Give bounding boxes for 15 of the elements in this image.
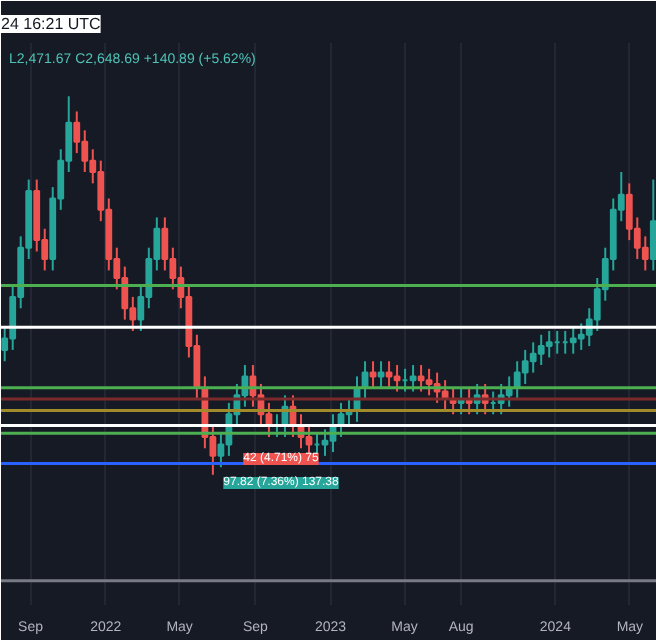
candlestick xyxy=(393,364,401,393)
candlestick xyxy=(161,216,169,272)
candlestick xyxy=(521,348,529,385)
chart-title: 24 16:21 UTC xyxy=(1,15,102,33)
candlestick xyxy=(537,333,545,367)
candlestick xyxy=(73,110,81,155)
candlestick xyxy=(641,235,649,272)
candlestick xyxy=(569,326,577,355)
candlestick xyxy=(425,367,433,397)
candlestick xyxy=(321,428,329,457)
candlestick xyxy=(417,364,425,393)
candlestick xyxy=(529,341,537,374)
candlestick xyxy=(649,178,656,272)
candlestick xyxy=(409,364,417,393)
candlestick xyxy=(545,329,553,359)
